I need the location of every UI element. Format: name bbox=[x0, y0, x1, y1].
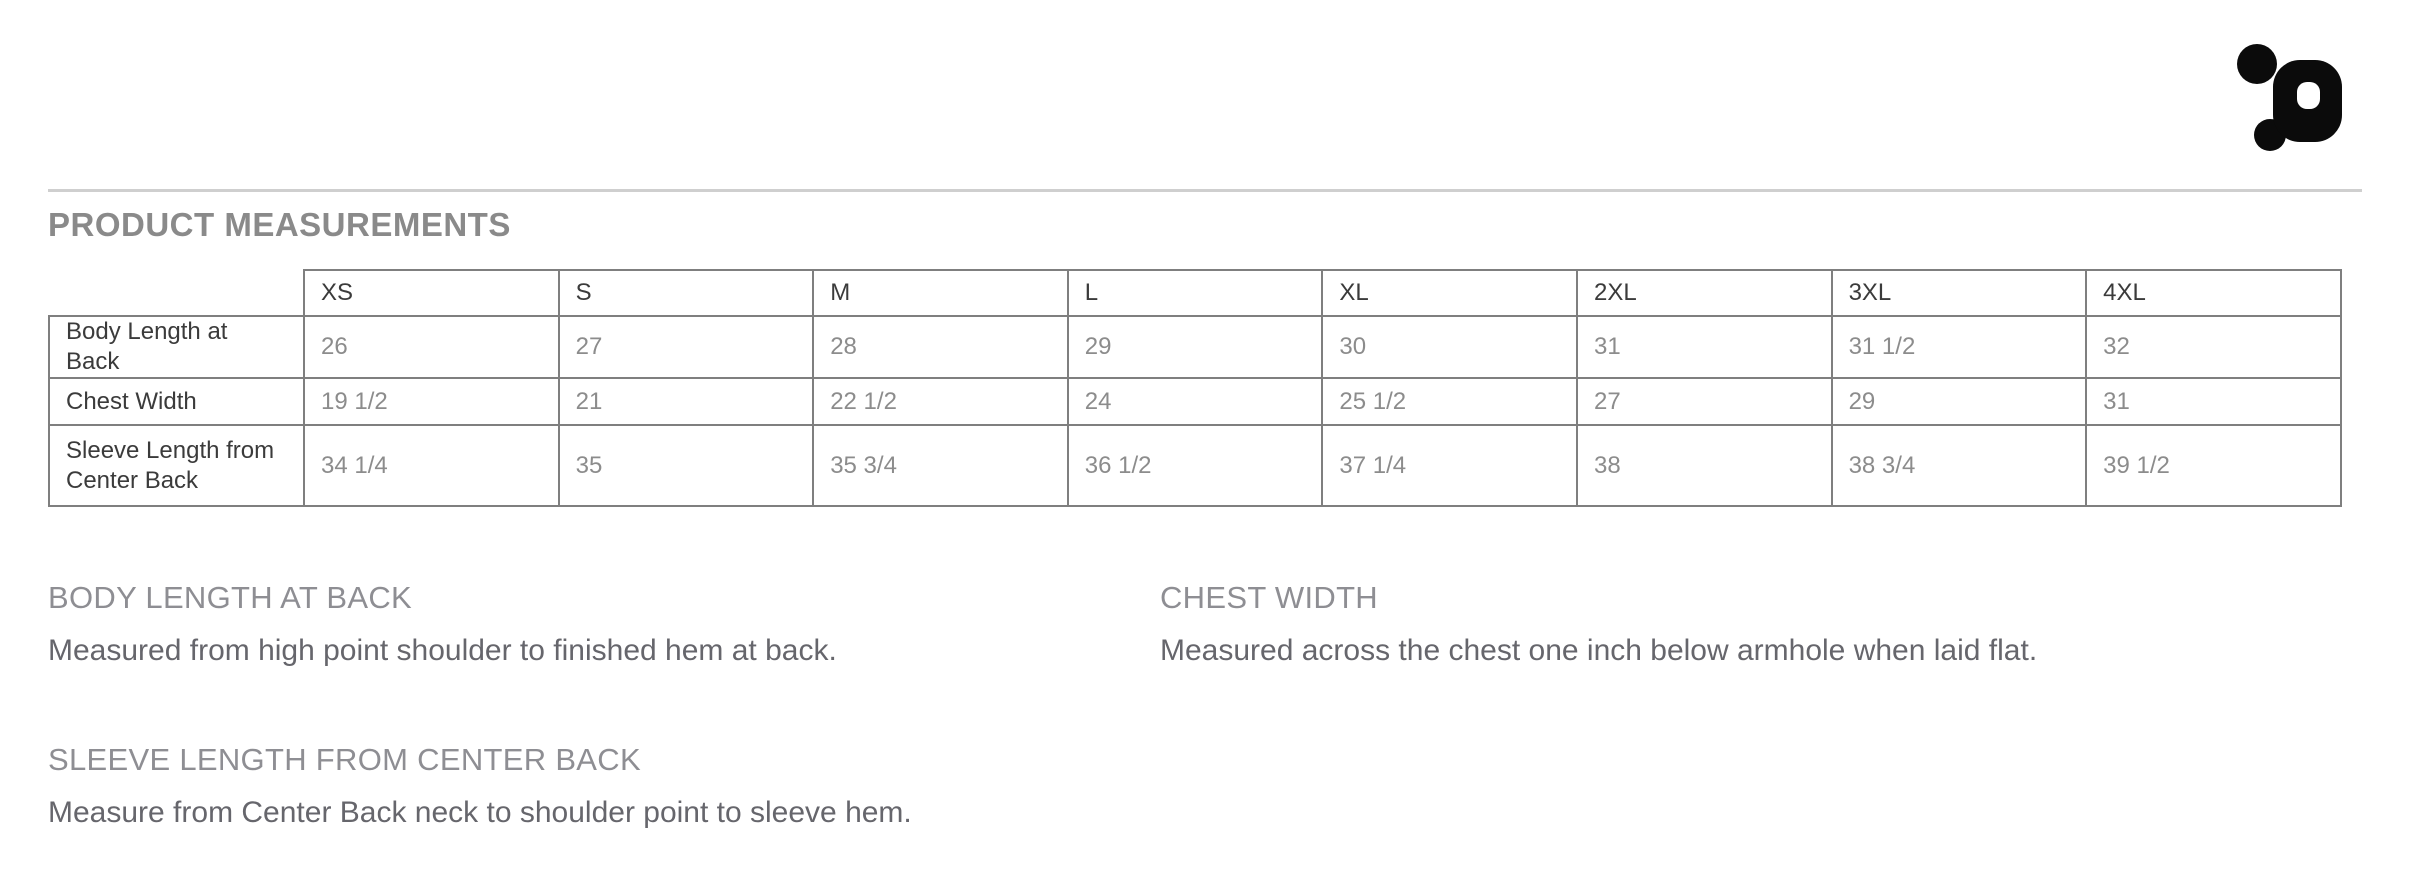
measurement-cell: 32 bbox=[2085, 315, 2342, 379]
definition-body-length: BODY LENGTH AT BACK Measured from high p… bbox=[48, 579, 1160, 669]
table-header-row: XS S M L XL 2XL 3XL 4XL bbox=[49, 269, 2342, 317]
measurement-cell: 28 bbox=[812, 315, 1069, 379]
definition-chest-width: CHEST WIDTH Measured across the chest on… bbox=[1160, 579, 2362, 669]
measurement-cell: 31 bbox=[2085, 377, 2342, 426]
size-column-header: XL bbox=[1321, 269, 1578, 317]
definition-heading: SLEEVE LENGTH FROM CENTER BACK bbox=[48, 742, 641, 777]
row-label: Sleeve Length from Center Back bbox=[48, 424, 305, 507]
measurement-cell: 30 bbox=[1321, 315, 1578, 379]
measurement-cell: 25 1/2 bbox=[1321, 377, 1578, 426]
size-column-header: 3XL bbox=[1830, 269, 2088, 317]
definition-heading: BODY LENGTH AT BACK bbox=[48, 580, 413, 615]
measurement-cell: 35 3/4 bbox=[812, 424, 1069, 507]
measurement-cell: 29 bbox=[1066, 315, 1324, 379]
section-divider bbox=[48, 189, 2362, 192]
measurement-cell: 34 1/4 bbox=[303, 424, 560, 507]
table-corner-cell bbox=[49, 270, 304, 316]
measurement-cell: 22 1/2 bbox=[812, 377, 1069, 426]
measurement-cell: 31 1/2 bbox=[1830, 315, 2088, 379]
measurement-definitions: BODY LENGTH AT BACK Measured from high p… bbox=[48, 579, 2362, 831]
definition-text: Measured from high point shoulder to fin… bbox=[48, 634, 837, 667]
measurement-cell: 27 bbox=[557, 315, 815, 379]
row-label: Body Length at Back bbox=[48, 315, 305, 379]
definition-text: Measure from Center Back neck to shoulde… bbox=[48, 796, 912, 829]
measurement-cell: 36 1/2 bbox=[1066, 424, 1324, 507]
size-column-header: XS bbox=[303, 269, 560, 317]
size-column-header: 4XL bbox=[2085, 269, 2342, 317]
size-chart-table: XS S M L XL 2XL 3XL 4XL Body Length at B… bbox=[48, 269, 2342, 507]
size-column-header: 2XL bbox=[1575, 269, 1833, 317]
measurement-cell: 38 3/4 bbox=[1830, 424, 2088, 507]
measurement-cell: 31 bbox=[1575, 315, 1833, 379]
size-column-header: L bbox=[1066, 269, 1324, 317]
definitions-row: BODY LENGTH AT BACK Measured from high p… bbox=[48, 579, 2362, 669]
brand-logo-icon bbox=[2237, 44, 2342, 151]
measurement-cell: 35 bbox=[557, 424, 815, 507]
table-row-body-length: Body Length at Back 26 27 28 29 30 31 31… bbox=[48, 315, 2342, 379]
measurement-cell: 37 1/4 bbox=[1321, 424, 1578, 507]
measurement-cell: 24 bbox=[1066, 377, 1324, 426]
size-column-header: S bbox=[557, 269, 815, 317]
definition-heading: CHEST WIDTH bbox=[1160, 580, 1378, 615]
size-column-header: M bbox=[812, 269, 1069, 317]
measurement-cell: 27 bbox=[1575, 377, 1833, 426]
definition-sleeve-length: SLEEVE LENGTH FROM CENTER BACK Measure f… bbox=[48, 741, 2362, 831]
row-label: Chest Width bbox=[48, 377, 305, 426]
measurement-cell: 29 bbox=[1830, 377, 2088, 426]
page-title: PRODUCT MEASUREMENTS bbox=[48, 206, 511, 243]
content-area: PRODUCT MEASUREMENTS XS S M L XL 2XL 3XL… bbox=[0, 189, 2416, 831]
table-row-chest-width: Chest Width 19 1/2 21 22 1/2 24 25 1/2 2… bbox=[48, 377, 2342, 426]
definition-text: Measured across the chest one inch below… bbox=[1160, 634, 2038, 667]
measurement-cell: 21 bbox=[557, 377, 815, 426]
table-row-sleeve-length: Sleeve Length from Center Back 34 1/4 35… bbox=[48, 424, 2342, 507]
measurement-cell: 19 1/2 bbox=[303, 377, 560, 426]
measurement-cell: 39 1/2 bbox=[2085, 424, 2342, 507]
measurement-cell: 38 bbox=[1575, 424, 1833, 507]
measurement-cell: 26 bbox=[303, 315, 560, 379]
